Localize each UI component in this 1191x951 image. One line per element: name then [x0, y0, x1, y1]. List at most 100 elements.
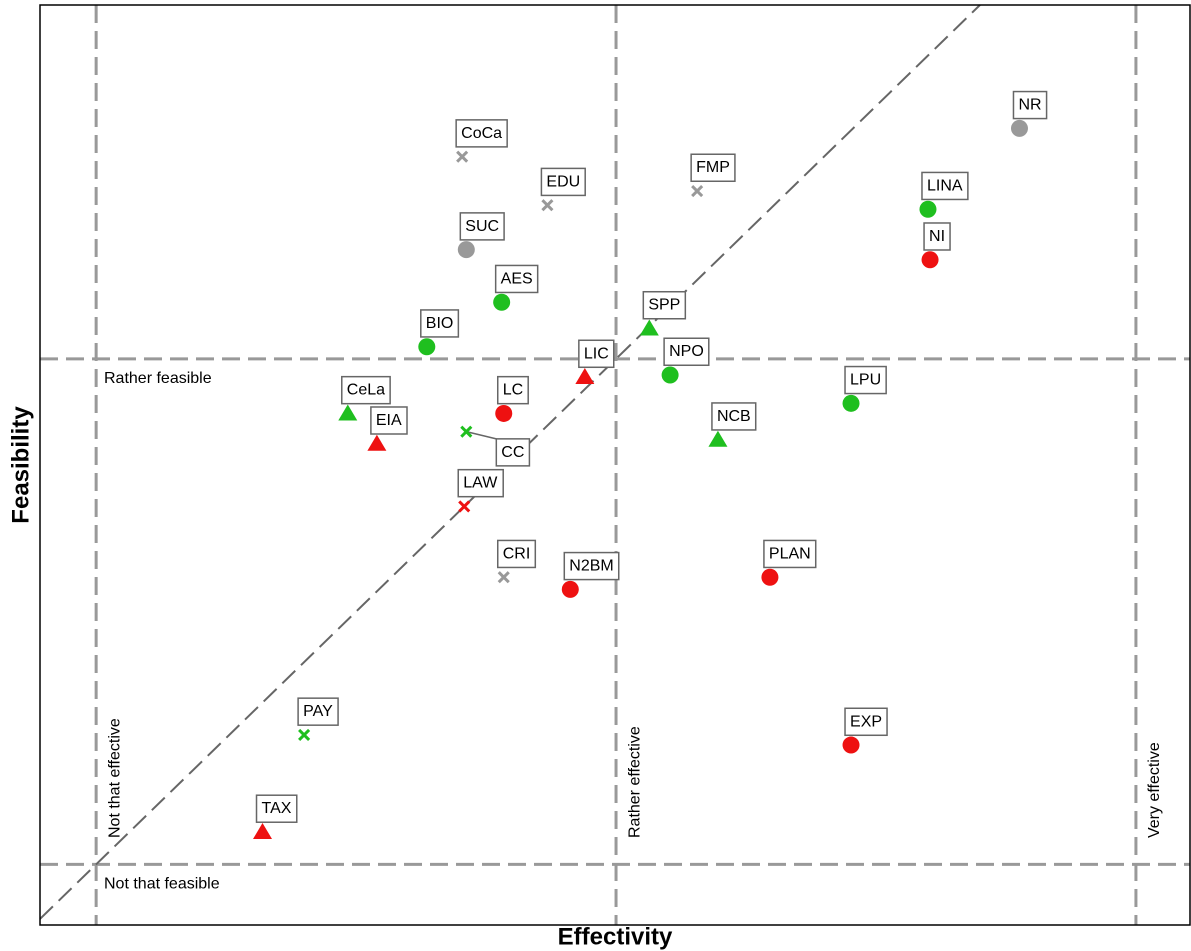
point-group: BIO	[418, 309, 460, 356]
point-label: NR	[1018, 97, 1041, 114]
marker	[639, 319, 659, 336]
plot-border	[39, 4, 1191, 926]
marker	[761, 568, 779, 586]
label-box	[1012, 90, 1048, 120]
label-box	[457, 468, 504, 498]
marker	[842, 394, 860, 412]
point-group: EDU	[540, 167, 586, 212]
point-group: PLAN	[761, 539, 817, 586]
point-group: EXP	[842, 707, 888, 754]
label-box	[923, 222, 951, 251]
point-label: LIC	[584, 345, 609, 362]
point-group: CoCa	[455, 119, 508, 163]
marker	[338, 404, 358, 421]
point-label: CC	[501, 444, 524, 461]
point-group: NPO	[661, 337, 710, 384]
label-box	[420, 309, 460, 338]
point-group: N2BM	[561, 551, 620, 598]
point-label: PLAN	[769, 545, 811, 562]
label-box	[642, 290, 687, 320]
point-group: SPP	[639, 290, 687, 336]
label-box	[711, 402, 757, 431]
marker	[493, 293, 511, 311]
reference-label: Rather effective	[626, 726, 643, 838]
label-box	[495, 438, 531, 467]
label-box	[496, 375, 529, 405]
point-group: CeLa	[338, 375, 391, 421]
point-label: NI	[929, 228, 945, 245]
reference-label: Not that effective	[106, 718, 123, 838]
label-box	[844, 365, 887, 395]
point-label: N2BM	[569, 558, 613, 575]
label-box	[663, 337, 710, 367]
point-label: EIA	[376, 412, 402, 429]
label-box	[540, 167, 586, 197]
point-group: LPU	[842, 365, 887, 412]
point-label: EDU	[546, 173, 580, 190]
marker	[842, 736, 860, 754]
marker	[919, 200, 937, 218]
point-group: TAX	[253, 794, 298, 839]
point-label: EXP	[850, 713, 882, 730]
point-label: NCB	[717, 408, 751, 425]
point-group: NR	[1010, 90, 1048, 137]
marker	[460, 425, 473, 438]
point-label: FMP	[696, 159, 730, 176]
leader-line	[466, 430, 497, 440]
point-label: CRI	[503, 545, 531, 562]
point-group: SUC	[457, 212, 505, 259]
point-group: CC	[460, 425, 531, 467]
point-group: CRI	[496, 539, 537, 584]
point-label: BIO	[426, 315, 454, 332]
x-axis-title: Effectivity	[558, 923, 673, 950]
marker	[298, 728, 311, 741]
label-box	[763, 539, 817, 569]
label-box	[563, 551, 620, 581]
label-box	[578, 339, 615, 369]
marker	[708, 430, 728, 447]
marker	[1010, 119, 1028, 137]
point-label: AES	[501, 270, 533, 287]
marker	[575, 368, 595, 385]
marker	[495, 404, 513, 422]
point-label: PAY	[303, 703, 333, 720]
marker	[456, 150, 469, 163]
marker	[921, 251, 939, 269]
reference-label: Very effective	[1146, 742, 1163, 838]
point-label: NPO	[669, 343, 704, 360]
label-box	[255, 794, 298, 823]
point-group: FMP	[690, 153, 736, 198]
marker	[457, 241, 475, 259]
marker	[497, 571, 510, 584]
point-group: NI	[921, 222, 951, 269]
marker	[541, 199, 554, 212]
marker	[691, 184, 704, 198]
point-group: EIA	[367, 406, 408, 451]
label-box	[496, 539, 537, 569]
label-box	[370, 406, 408, 435]
point-group: LAW	[457, 468, 504, 513]
point-group: AES	[493, 264, 539, 311]
label-box	[455, 119, 508, 148]
label-box	[341, 375, 391, 405]
point-label: CoCa	[461, 125, 502, 142]
point-label: LC	[503, 382, 523, 399]
point-group: LC	[495, 375, 529, 422]
label-box	[459, 212, 505, 241]
point-label: LAW	[463, 475, 498, 492]
point-label: LINA	[927, 177, 963, 194]
label-box	[494, 264, 539, 294]
label-box	[690, 153, 736, 183]
reference-label: Rather feasible	[104, 370, 212, 387]
label-box	[921, 171, 969, 201]
point-group: LINA	[919, 171, 969, 218]
marker	[418, 338, 436, 356]
point-group: NCB	[708, 402, 757, 447]
point-label: SUC	[465, 218, 499, 235]
label-box	[844, 707, 888, 737]
y-axis-title: Feasibility	[7, 406, 34, 524]
point-label: TAX	[262, 800, 292, 817]
label-box	[297, 697, 339, 726]
point-label: LPU	[850, 372, 881, 389]
